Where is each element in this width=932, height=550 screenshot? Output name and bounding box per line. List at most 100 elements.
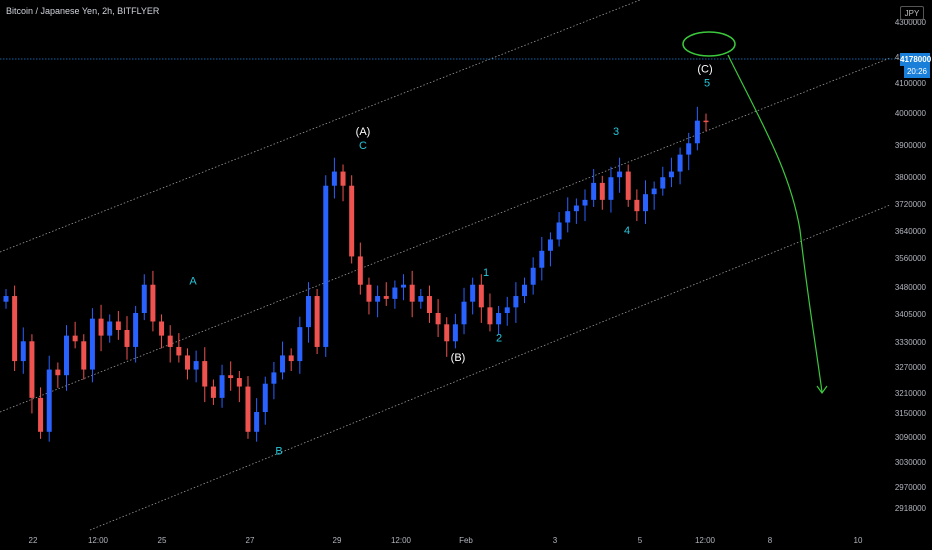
time-axis-label: 29 (333, 536, 342, 545)
candle-body (599, 182, 605, 200)
wave-label: C (359, 140, 367, 152)
price-axis-label: 3030000 (895, 458, 927, 467)
candle-body (193, 361, 199, 370)
candle-body (401, 284, 407, 288)
candle-body (694, 120, 700, 144)
candle-body (236, 378, 242, 387)
candle-body (115, 321, 121, 330)
currency-badge[interactable]: JPY (900, 6, 924, 20)
candle-body (63, 335, 69, 376)
candle-body (72, 335, 78, 342)
candle-body (297, 327, 303, 362)
chart-title: Bitcoin / Japanese Yen, 2h, BITFLYER (6, 6, 160, 16)
candle-body (651, 188, 657, 195)
candle-body (409, 284, 415, 302)
candle-body (167, 335, 173, 347)
time-axis-label: 5 (638, 536, 643, 545)
price-axis-label: 2918000 (895, 504, 927, 513)
candle-body (262, 383, 268, 412)
candle-body (271, 372, 277, 384)
candle-body (452, 324, 458, 342)
candle-body (608, 177, 614, 200)
time-axis-label: 8 (768, 536, 773, 545)
candle-body (305, 296, 311, 328)
candle-body (504, 307, 510, 313)
candle-body (513, 296, 519, 308)
candle-body (176, 346, 182, 356)
candle-body (677, 154, 683, 172)
candle-body (202, 361, 208, 387)
wave-label: A (189, 276, 197, 288)
candle-body (340, 171, 346, 186)
time-axis: 22 12:00 25 27 29 12:00 Feb 3 5 12:00 8 10 (29, 536, 863, 545)
candle-body (29, 341, 35, 398)
wave-label: B (275, 445, 282, 457)
price-axis-label: 3900000 (895, 141, 927, 150)
candle-body (444, 324, 450, 342)
candle-body (625, 171, 631, 200)
candle-body (556, 222, 562, 240)
wave-label: 5 (704, 78, 710, 90)
wave-label: 1 (483, 267, 489, 279)
wave-label: 2 (496, 332, 502, 344)
candle-body (55, 369, 61, 376)
candle-body (617, 171, 623, 178)
price-axis-label: 3560000 (895, 254, 927, 263)
bar-countdown-tag: 20:26 (904, 66, 930, 78)
price-axis: 4300000420000041000004000000390000038000… (895, 18, 927, 513)
wave-label: 3 (613, 126, 619, 138)
candle-body (124, 329, 130, 347)
target-ellipse (682, 31, 736, 57)
candle-body (331, 171, 337, 186)
time-axis-label: 22 (29, 536, 38, 545)
candle-body (547, 239, 553, 251)
price-axis-label: 3800000 (895, 173, 927, 182)
price-axis-label: 3210000 (895, 389, 927, 398)
candle-body (426, 296, 432, 313)
candle-body (470, 284, 476, 302)
last-price-tag: 4178000 (900, 53, 932, 66)
time-axis-label: 3 (553, 536, 558, 545)
candle-body (254, 412, 260, 432)
candle-body (478, 284, 484, 308)
candle-body (435, 313, 441, 325)
candle-body (565, 211, 571, 223)
candle-body (496, 313, 502, 325)
wave-labels: A B (A) C (B) 1 2 3 4 (C) 5 (189, 64, 712, 458)
time-axis-label: 12:00 (391, 536, 412, 545)
candle-body (210, 386, 216, 398)
candle-body (228, 375, 234, 379)
candle-body (582, 199, 588, 206)
price-axis-label: 3270000 (895, 363, 927, 372)
candle-body (634, 199, 640, 212)
candle-body (573, 205, 579, 212)
time-axis-label: 12:00 (88, 536, 109, 545)
candle-body (703, 120, 709, 123)
wave-label: 4 (624, 225, 630, 237)
channel-line (89, 204, 891, 531)
candle-body (366, 284, 372, 302)
price-axis-label: 3150000 (895, 409, 927, 418)
price-axis-label: 2970000 (895, 483, 927, 492)
wave-label: (B) (451, 352, 466, 364)
projection-curve (727, 54, 823, 393)
candle-body (150, 284, 156, 322)
candle-body (219, 375, 225, 398)
candle-body (107, 321, 113, 336)
wave-label: (C) (697, 64, 712, 76)
candle-body (89, 318, 95, 370)
time-axis-label: 12:00 (695, 536, 716, 545)
channel-line (0, 57, 891, 413)
candle-body (591, 182, 597, 200)
candle-body (530, 267, 536, 285)
candle-body (461, 301, 467, 325)
candle-body (184, 355, 190, 370)
time-axis-label: 27 (246, 536, 255, 545)
candle-body (159, 321, 165, 336)
candle-body (81, 341, 87, 370)
projection-annotation (682, 31, 828, 395)
candle-body (383, 296, 389, 299)
candle-body (323, 185, 329, 347)
projection-arrowhead (816, 385, 828, 395)
